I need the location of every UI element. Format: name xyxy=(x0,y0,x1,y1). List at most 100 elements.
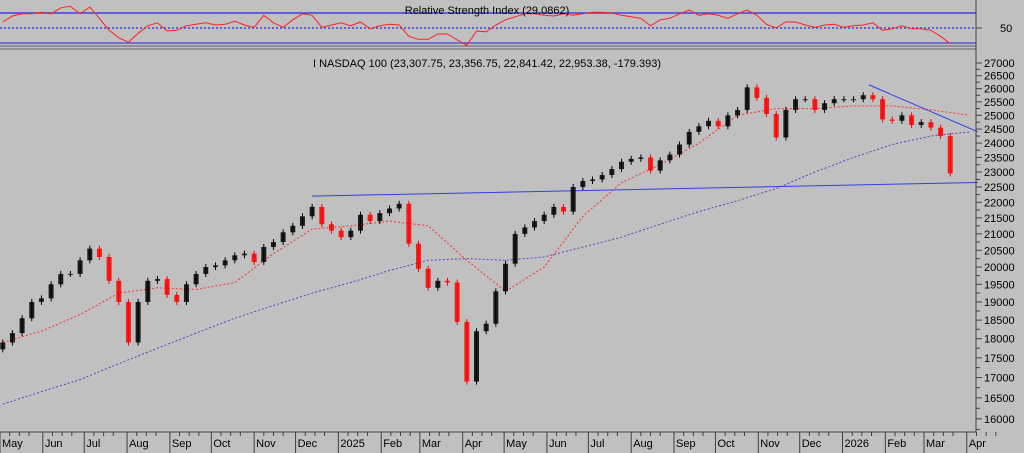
y-tick-label: 17000 xyxy=(984,373,1015,385)
candle xyxy=(532,221,538,228)
candle xyxy=(512,233,518,264)
candle xyxy=(58,273,64,285)
candle xyxy=(377,213,383,222)
candle xyxy=(822,103,828,110)
candle xyxy=(193,273,199,285)
candle xyxy=(551,206,557,215)
candle xyxy=(648,157,654,171)
candle xyxy=(348,230,354,238)
x-tick-label: Apr xyxy=(969,438,986,450)
candle xyxy=(164,279,170,295)
candle xyxy=(241,253,247,256)
candle xyxy=(87,248,93,261)
x-tick-label: May xyxy=(2,438,23,450)
candle xyxy=(812,99,818,110)
candle xyxy=(183,284,189,302)
candle xyxy=(48,284,54,299)
candle xyxy=(396,203,402,209)
y-tick-label: 18500 xyxy=(984,315,1015,327)
candle xyxy=(918,122,924,125)
y-tick-label: 20000 xyxy=(984,262,1015,274)
x-tick-label: Jul xyxy=(86,438,100,450)
x-tick-label: Jul xyxy=(590,438,604,450)
candle xyxy=(754,87,760,98)
candle xyxy=(686,131,692,145)
y-tick-label: 18000 xyxy=(984,334,1015,346)
candle xyxy=(580,180,586,187)
candle xyxy=(319,206,325,225)
candle xyxy=(474,331,480,382)
candle xyxy=(899,115,905,121)
candle xyxy=(9,333,15,343)
candle xyxy=(203,267,209,274)
candle xyxy=(696,126,702,132)
candle xyxy=(29,301,35,319)
x-tick-label: Oct xyxy=(213,438,230,450)
y-tick-label: 17500 xyxy=(984,353,1015,365)
candle xyxy=(483,323,489,332)
candle xyxy=(444,280,450,283)
candle xyxy=(638,157,644,159)
y-tick-label: 16000 xyxy=(984,414,1015,426)
candle xyxy=(677,144,683,155)
candle xyxy=(299,216,305,226)
rsi-title: Relative Strength Index (29.0862) xyxy=(405,5,570,17)
candle xyxy=(947,136,953,174)
moving-average-long xyxy=(2,131,970,405)
candle xyxy=(145,280,151,302)
x-tick-label: Aug xyxy=(633,438,653,450)
candle xyxy=(609,169,615,175)
candle xyxy=(406,203,412,244)
rsi-y-tick-label: 50 xyxy=(1000,23,1012,35)
candle xyxy=(889,119,895,121)
x-tick-label: Nov xyxy=(256,438,276,450)
candle xyxy=(773,113,779,138)
y-tick-label: 24000 xyxy=(984,138,1015,150)
candle xyxy=(503,263,509,292)
candle xyxy=(880,99,886,120)
candle xyxy=(77,260,83,274)
candle xyxy=(802,99,808,101)
candle xyxy=(290,225,296,233)
candle xyxy=(154,279,160,281)
x-tick-label: Nov xyxy=(760,438,780,450)
rsi-line xyxy=(2,5,951,46)
candle xyxy=(522,227,528,234)
y-tick-label: 27000 xyxy=(984,58,1015,70)
x-tick-label: Aug xyxy=(129,438,149,450)
candle xyxy=(67,273,73,275)
candle xyxy=(106,256,112,281)
y-tick-label: 20500 xyxy=(984,245,1015,257)
candle xyxy=(261,246,267,262)
candle xyxy=(793,99,799,110)
x-tick-label: Apr xyxy=(465,438,482,450)
candle xyxy=(415,243,421,269)
candle xyxy=(783,109,789,138)
y-tick-label: 25000 xyxy=(984,110,1015,122)
candle xyxy=(338,230,344,238)
candle xyxy=(735,109,741,116)
y-tick-label: 22000 xyxy=(984,197,1015,209)
candle xyxy=(860,95,866,100)
y-tick-label: 21500 xyxy=(984,213,1015,225)
candle xyxy=(706,120,712,127)
candle xyxy=(270,242,276,247)
candle xyxy=(425,268,431,288)
candle xyxy=(851,99,857,101)
x-tick-label: Jun xyxy=(45,438,63,450)
moving-average-short xyxy=(2,105,970,343)
price-title: I NASDAQ 100 (23,307.75, 23,356.75, 22,8… xyxy=(313,58,661,70)
x-tick-label: Feb xyxy=(383,438,402,450)
x-tick-label: Oct xyxy=(717,438,734,450)
x-axis: May Jun Jul Aug Sep Oct Nov Dec 2025 Feb Mar Apr May… xyxy=(0,432,997,453)
candle xyxy=(19,318,25,334)
candle xyxy=(367,214,373,222)
candle xyxy=(928,122,934,128)
candle xyxy=(251,253,257,262)
candle xyxy=(870,95,876,100)
x-tick-label: Mar xyxy=(926,438,945,450)
candle xyxy=(212,265,218,268)
y-tick-label: 26000 xyxy=(984,84,1015,96)
y-tick-label: 26500 xyxy=(984,71,1015,83)
